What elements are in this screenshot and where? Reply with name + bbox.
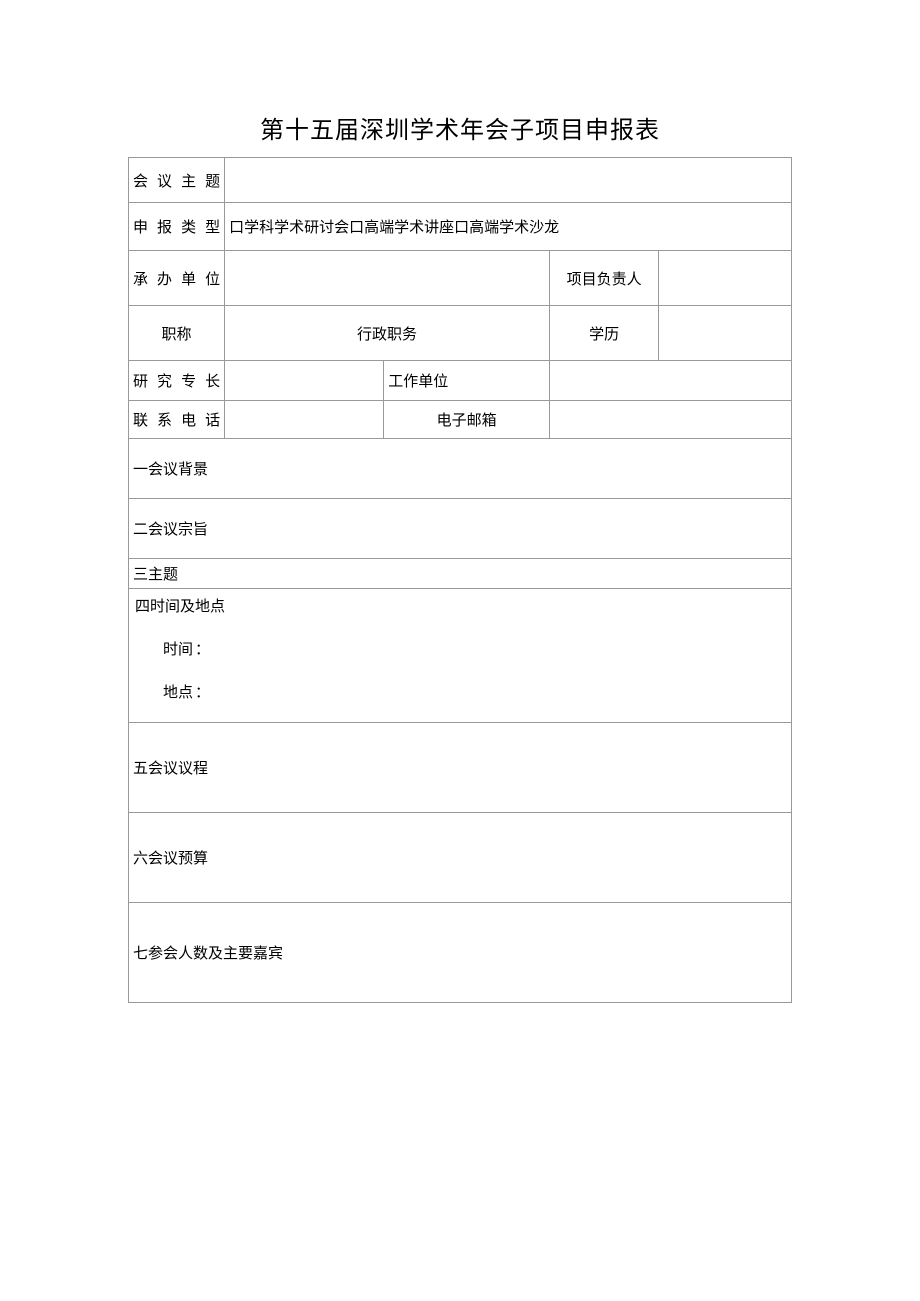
section-agenda[interactable]: 五会议议程	[129, 723, 792, 813]
section-background[interactable]: 一会议背景	[129, 439, 792, 499]
value-project-leader[interactable]	[659, 251, 792, 306]
label-application-type: 申报类型	[129, 203, 225, 251]
label-contact-phone: 联系电话	[129, 401, 225, 439]
section-time-location[interactable]: 四时间及地点 时间： 地点：	[129, 589, 792, 723]
section-purpose[interactable]: 二会议宗旨	[129, 499, 792, 559]
value-email[interactable]	[549, 401, 791, 439]
label-professional-title: 职称	[129, 306, 225, 361]
section4-header: 四时间及地点	[135, 595, 783, 616]
value-education[interactable]	[659, 306, 792, 361]
section4-location: 地点：	[135, 681, 783, 702]
section-budget[interactable]: 六会议预算	[129, 813, 792, 903]
value-research-specialty[interactable]	[225, 361, 384, 401]
value-organizer[interactable]	[225, 251, 550, 306]
label-research-specialty: 研究专长	[129, 361, 225, 401]
section4-time: 时间：	[135, 638, 783, 659]
label-admin-position: 行政职务	[225, 306, 550, 361]
label-email: 电子邮箱	[384, 401, 550, 439]
value-application-type[interactable]: 口学科学术研讨会口高端学术讲座口高端学术沙龙	[225, 203, 792, 251]
label-meeting-theme: 会议主题	[129, 158, 225, 203]
application-form-table: 会议主题 申报类型 口学科学术研讨会口高端学术讲座口高端学术沙龙 承办单位 项目…	[128, 157, 792, 1003]
label-organizer: 承办单位	[129, 251, 225, 306]
form-title: 第十五届深圳学术年会子项目申报表	[128, 110, 792, 145]
label-work-unit: 工作单位	[384, 361, 550, 401]
section-attendees[interactable]: 七参会人数及主要嘉宾	[129, 903, 792, 1003]
value-contact-phone[interactable]	[225, 401, 384, 439]
section-theme[interactable]: 三主题	[129, 559, 792, 589]
label-education: 学历	[549, 306, 658, 361]
value-work-unit[interactable]	[549, 361, 791, 401]
value-meeting-theme[interactable]	[225, 158, 792, 203]
label-project-leader: 项目负责人	[549, 251, 658, 306]
